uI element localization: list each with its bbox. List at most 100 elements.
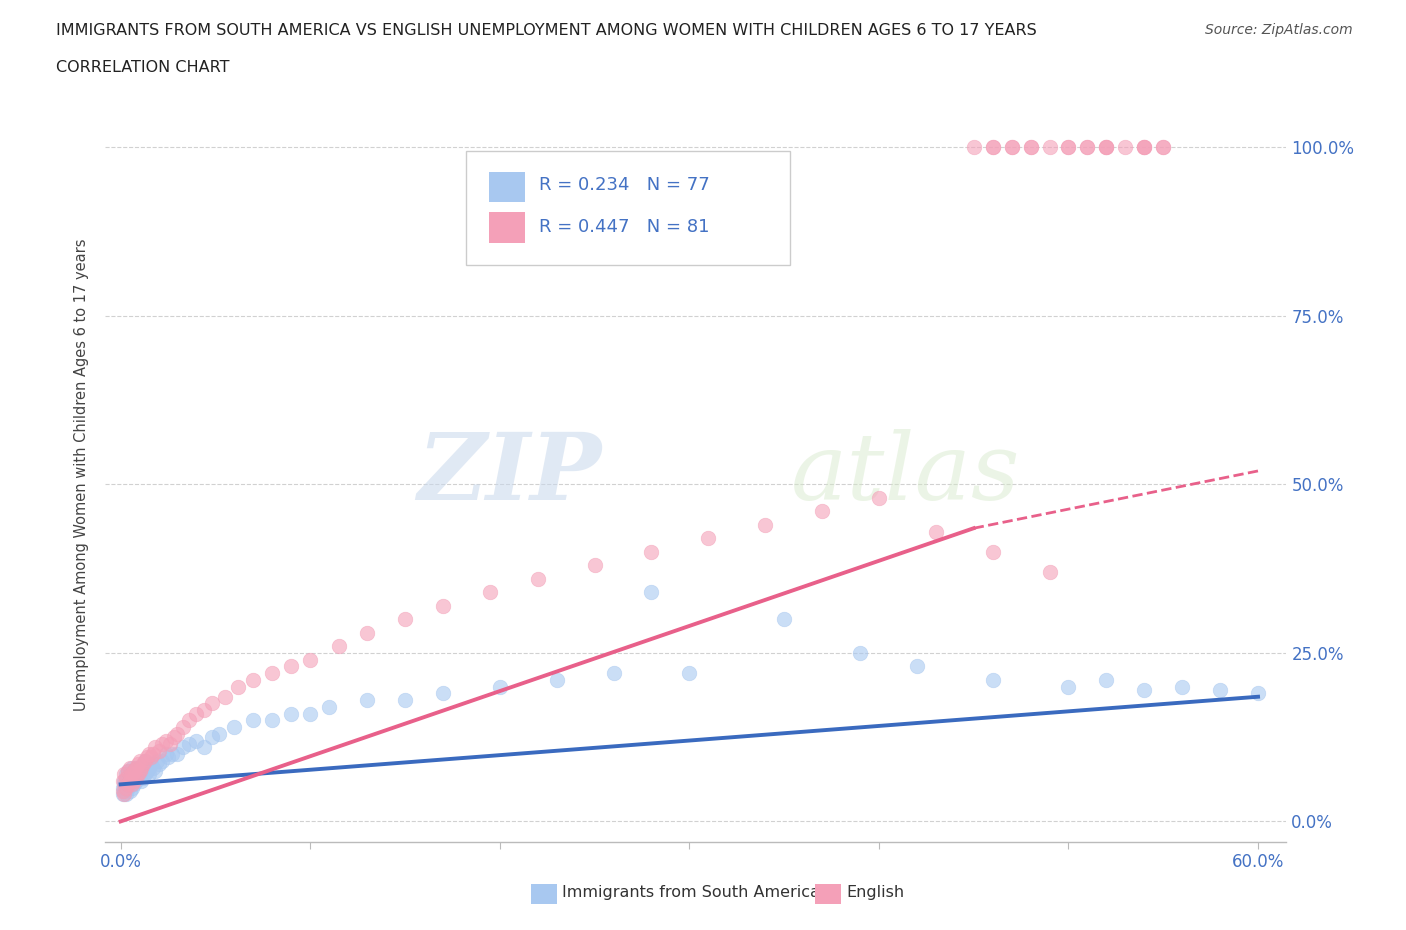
Point — [754, 517, 776, 532]
Point — [156, 750, 179, 764]
Point — [112, 767, 135, 782]
Text: Immigrants from South America: Immigrants from South America — [562, 885, 820, 900]
Point — [432, 686, 454, 701]
Point — [394, 612, 416, 627]
FancyBboxPatch shape — [489, 172, 524, 203]
Point — [117, 764, 139, 778]
Point — [1038, 140, 1060, 154]
Point — [125, 770, 148, 785]
Point — [136, 764, 159, 778]
Point — [115, 780, 138, 795]
Point — [1209, 683, 1232, 698]
Point — [1038, 565, 1060, 579]
Point — [112, 784, 135, 799]
Point — [849, 645, 872, 660]
Point — [121, 777, 143, 791]
Point — [150, 753, 173, 768]
Point — [125, 767, 148, 782]
Point — [145, 753, 167, 768]
Point — [148, 743, 170, 758]
Point — [122, 774, 145, 789]
Point — [166, 726, 188, 741]
Point — [122, 764, 145, 778]
Point — [136, 750, 159, 764]
FancyBboxPatch shape — [489, 212, 524, 243]
Point — [142, 760, 165, 775]
Point — [193, 740, 215, 755]
Point — [127, 764, 149, 778]
Text: ZIP: ZIP — [418, 430, 602, 519]
Point — [1057, 679, 1080, 694]
Point — [1019, 140, 1042, 154]
Point — [120, 760, 142, 775]
Point — [242, 713, 264, 728]
Point — [214, 689, 236, 704]
Point — [1019, 140, 1042, 154]
Point — [1133, 140, 1156, 154]
Point — [526, 571, 548, 586]
Point — [139, 757, 162, 772]
Point — [111, 787, 134, 802]
Point — [208, 726, 231, 741]
Point — [546, 672, 568, 687]
Point — [678, 666, 700, 681]
Point — [117, 780, 139, 795]
Point — [640, 585, 662, 600]
Point — [142, 747, 165, 762]
Text: English: English — [846, 885, 904, 900]
Point — [226, 679, 249, 694]
Point — [1057, 140, 1080, 154]
Point — [121, 767, 143, 782]
Point — [1095, 140, 1118, 154]
Point — [115, 767, 138, 782]
Point — [160, 747, 183, 762]
Point — [128, 760, 150, 775]
Point — [166, 747, 188, 762]
Point — [122, 777, 145, 791]
Point — [131, 774, 153, 789]
Point — [122, 770, 145, 785]
Point — [150, 737, 173, 751]
Point — [356, 693, 378, 708]
Point — [201, 730, 224, 745]
Point — [115, 770, 138, 785]
Point — [1000, 140, 1022, 154]
Point — [177, 737, 200, 751]
Point — [981, 140, 1004, 154]
Point — [1133, 140, 1156, 154]
Point — [697, 531, 720, 546]
Point — [280, 706, 302, 721]
Point — [1133, 683, 1156, 698]
Point — [148, 757, 170, 772]
Point — [112, 774, 135, 789]
Point — [115, 780, 138, 795]
Point — [1171, 679, 1194, 694]
Point — [356, 625, 378, 640]
Point — [127, 770, 149, 785]
Point — [117, 770, 139, 785]
Point — [127, 757, 149, 772]
Point — [318, 699, 340, 714]
Point — [120, 767, 142, 782]
Point — [134, 753, 156, 768]
Point — [981, 140, 1004, 154]
Text: atlas: atlas — [790, 430, 1019, 519]
Point — [125, 774, 148, 789]
Point — [1247, 686, 1270, 701]
Point — [432, 598, 454, 613]
Point — [640, 544, 662, 559]
Point — [479, 585, 502, 600]
Point — [111, 780, 134, 795]
Point — [111, 774, 134, 789]
Point — [963, 140, 986, 154]
Point — [125, 760, 148, 775]
Point — [1133, 140, 1156, 154]
Point — [193, 703, 215, 718]
Point — [186, 733, 208, 748]
Point — [132, 760, 155, 775]
Point — [134, 753, 156, 768]
Point — [773, 612, 796, 627]
Point — [131, 764, 153, 778]
Point — [488, 679, 510, 694]
FancyBboxPatch shape — [465, 151, 790, 265]
